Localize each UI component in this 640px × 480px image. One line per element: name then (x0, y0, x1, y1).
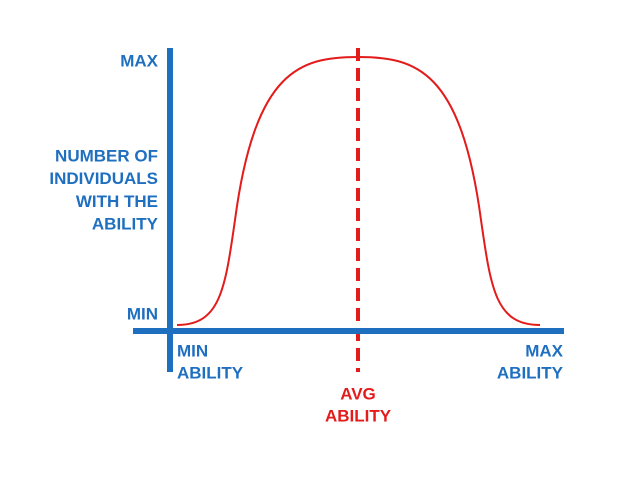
y-min-label: MIN (127, 304, 158, 323)
x-max-label: MAX (525, 341, 563, 360)
y-axis-title: NUMBER OF (55, 146, 158, 165)
y-axis-title: WITH THE (76, 192, 158, 211)
avg-label: ABILITY (325, 406, 392, 425)
y-axis-title: ABILITY (92, 215, 159, 234)
x-min-label: MIN (177, 341, 208, 360)
x-min-label: ABILITY (177, 363, 244, 382)
avg-label: AVG (340, 384, 376, 403)
y-axis-title: INDIVIDUALS (49, 169, 158, 188)
x-max-label: ABILITY (497, 363, 564, 382)
y-max-label: MAX (120, 51, 158, 70)
